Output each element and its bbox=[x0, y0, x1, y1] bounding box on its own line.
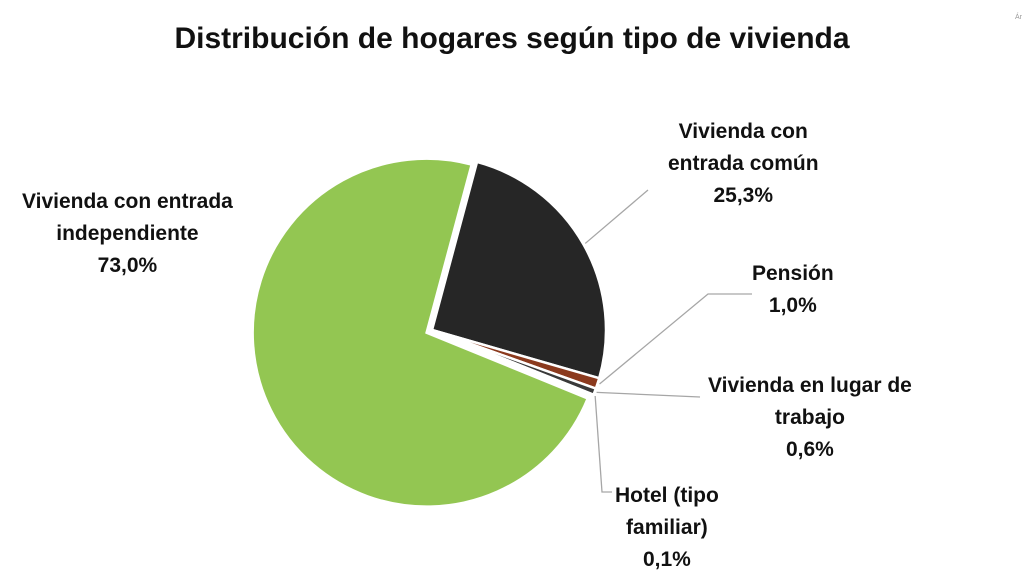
label-lugar-trabajo-line2: trabajo bbox=[774, 406, 845, 429]
chart-title: Distribución de hogares según tipo de vi… bbox=[174, 22, 850, 55]
label-pension-line1: Pensión bbox=[752, 262, 834, 285]
label-entrada-independiente-line1: Vivienda con entrada bbox=[22, 190, 233, 213]
label-hotel-line1: Hotel (tipo bbox=[615, 484, 719, 507]
corner-mark: Ár bbox=[1015, 14, 1022, 21]
label-pension-value: 1,0% bbox=[768, 294, 817, 317]
label-hotel-value: 0,1% bbox=[642, 548, 691, 571]
label-lugar-trabajo: Vivienda en lugar de trabajo 0,6% bbox=[708, 370, 912, 466]
label-hotel: Hotel (tipo familiar) 0,1% bbox=[615, 480, 719, 576]
label-lugar-trabajo-line1: Vivienda en lugar de bbox=[708, 374, 912, 397]
label-entrada-independiente-value: 73,0% bbox=[97, 254, 158, 277]
leader-hotel bbox=[594, 395, 612, 493]
slice-hotel bbox=[431, 328, 596, 398]
label-entrada-comun: Vivienda con entrada común 25,3% bbox=[668, 116, 819, 212]
label-entrada-comun-value: 25,3% bbox=[713, 184, 774, 207]
leader-entrada-comun bbox=[584, 189, 649, 244]
label-entrada-comun-line1: Vivienda con bbox=[678, 120, 808, 143]
label-lugar-trabajo-value: 0,6% bbox=[785, 438, 834, 461]
label-pension: Pensión 1,0% bbox=[752, 258, 834, 322]
label-entrada-comun-line2: entrada común bbox=[668, 152, 819, 175]
label-entrada-independiente-line2: independiente bbox=[56, 222, 199, 245]
label-hotel-line2: familiar) bbox=[626, 516, 708, 539]
slice-entrada-independiente bbox=[251, 157, 590, 508]
slice-entrada-comun bbox=[430, 160, 608, 380]
leader-lugar-trabajo bbox=[596, 391, 701, 398]
label-entrada-independiente: Vivienda con entrada independiente 73,0% bbox=[22, 186, 233, 282]
leader-pension bbox=[599, 293, 752, 385]
